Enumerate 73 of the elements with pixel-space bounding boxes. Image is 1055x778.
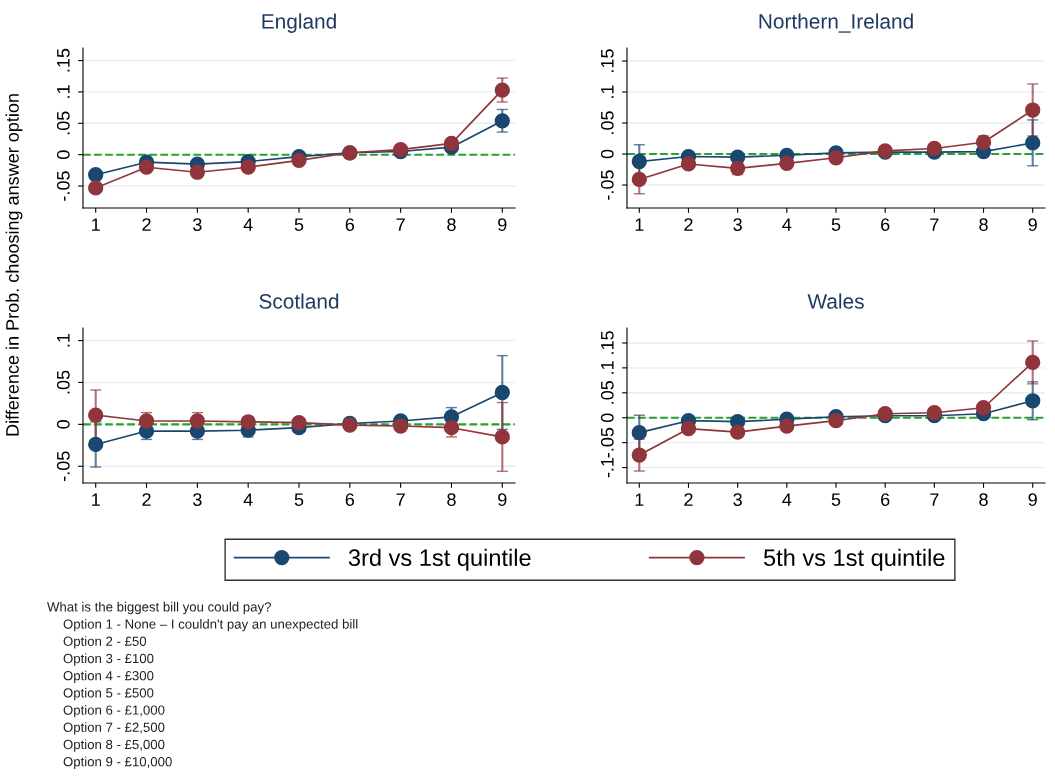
text: Option 9 - £10,000	[63, 756, 172, 769]
x-tick-label: 6	[345, 493, 355, 506]
y-tick-label: .1	[601, 361, 614, 374]
x-tick-label: 9	[498, 218, 507, 231]
x-tick-label: 9	[1028, 218, 1037, 231]
x-tick-label: 3	[193, 493, 202, 506]
y-tick-label: -.05	[600, 170, 614, 200]
x-tick-label: 1	[92, 218, 100, 231]
y-tick-label: .05	[56, 370, 70, 394]
text: Option 6 - £1,000	[63, 705, 165, 718]
x-tick-label: 9	[1028, 493, 1037, 506]
y-tick-label: .15	[601, 331, 614, 354]
text: Option 8 - £5,000	[63, 739, 165, 752]
x-tick-label: 2	[684, 493, 693, 506]
x-tick-label: 5	[831, 218, 841, 231]
x-tick-label: 5	[831, 493, 841, 506]
x-tick-label: 6	[345, 218, 355, 231]
x-tick-label: 2	[142, 218, 151, 231]
text: Option 3 - £100	[63, 653, 154, 666]
x-tick-label: 3	[193, 218, 202, 231]
x-tick-label: 1	[635, 218, 644, 231]
y-tick-label: .15	[57, 48, 70, 72]
legend-label: 3rd vs 1st quintile	[348, 548, 531, 571]
chart-title: Scotland	[259, 293, 339, 309]
text: Option 7 - £2,500	[63, 722, 165, 735]
y-tick-label: .15	[601, 49, 614, 72]
y-tick-label: -.1	[601, 457, 614, 478]
y-tick-label: -.05	[600, 427, 614, 458]
x-tick-label: 6	[881, 218, 890, 231]
x-tick-label: 8	[447, 218, 456, 231]
x-tick-label: 2	[142, 493, 151, 506]
x-tick-label: 7	[396, 493, 405, 506]
x-tick-label: 8	[979, 218, 988, 231]
y-tick-label: .1	[601, 85, 614, 98]
x-tick-label: 5	[294, 493, 304, 506]
x-tick-label: 4	[243, 218, 253, 231]
text: Option 2 - £50	[63, 636, 147, 649]
y-tick-label: .05	[600, 111, 614, 134]
text: What is the biggest bill you could pay?	[47, 601, 271, 615]
chart-title: England	[262, 13, 336, 33]
y-tick-label: .1	[57, 85, 70, 98]
x-tick-label: 7	[396, 218, 405, 231]
y-tick-label: -.05	[56, 451, 70, 481]
y-tick-label: 0	[56, 150, 70, 159]
x-tick-label: 9	[498, 493, 507, 506]
y-tick-label: 0	[56, 420, 70, 429]
y-tick-label: .05	[56, 111, 70, 135]
text: Option 4 - £300	[63, 670, 154, 683]
chart-title: Northern_Ireland	[759, 13, 913, 33]
y-tick-label: -.05	[56, 171, 70, 201]
x-tick-label: 4	[782, 218, 792, 231]
x-tick-label: 1	[635, 493, 644, 506]
y-tick-label: 0	[600, 413, 614, 423]
y-tick-label: 0	[600, 149, 614, 159]
x-tick-label: 8	[979, 493, 988, 506]
legend-label: 5th vs 1st quintile	[763, 548, 945, 571]
y-axis-title: Difference in Prob. choosing answer option	[5, 94, 23, 436]
x-tick-label: 8	[447, 493, 456, 506]
x-tick-label: 4	[782, 493, 792, 506]
x-tick-label: 7	[930, 218, 939, 231]
x-tick-label: 1	[92, 493, 100, 506]
x-tick-label: 2	[684, 218, 693, 231]
x-tick-label: 3	[733, 218, 742, 231]
x-tick-label: 7	[930, 493, 939, 506]
chart-title: Wales	[807, 293, 864, 309]
text: Option 5 - £500	[63, 687, 154, 701]
text: Option 1 - None – I couldn't pay an unexpected bill	[63, 619, 358, 632]
y-tick-label: .05	[600, 381, 614, 404]
x-tick-label: 4	[243, 493, 253, 506]
x-tick-label: 6	[881, 493, 890, 506]
x-tick-label: 3	[733, 493, 742, 506]
y-tick-label: .1	[57, 333, 70, 347]
x-tick-label: 5	[294, 218, 304, 231]
